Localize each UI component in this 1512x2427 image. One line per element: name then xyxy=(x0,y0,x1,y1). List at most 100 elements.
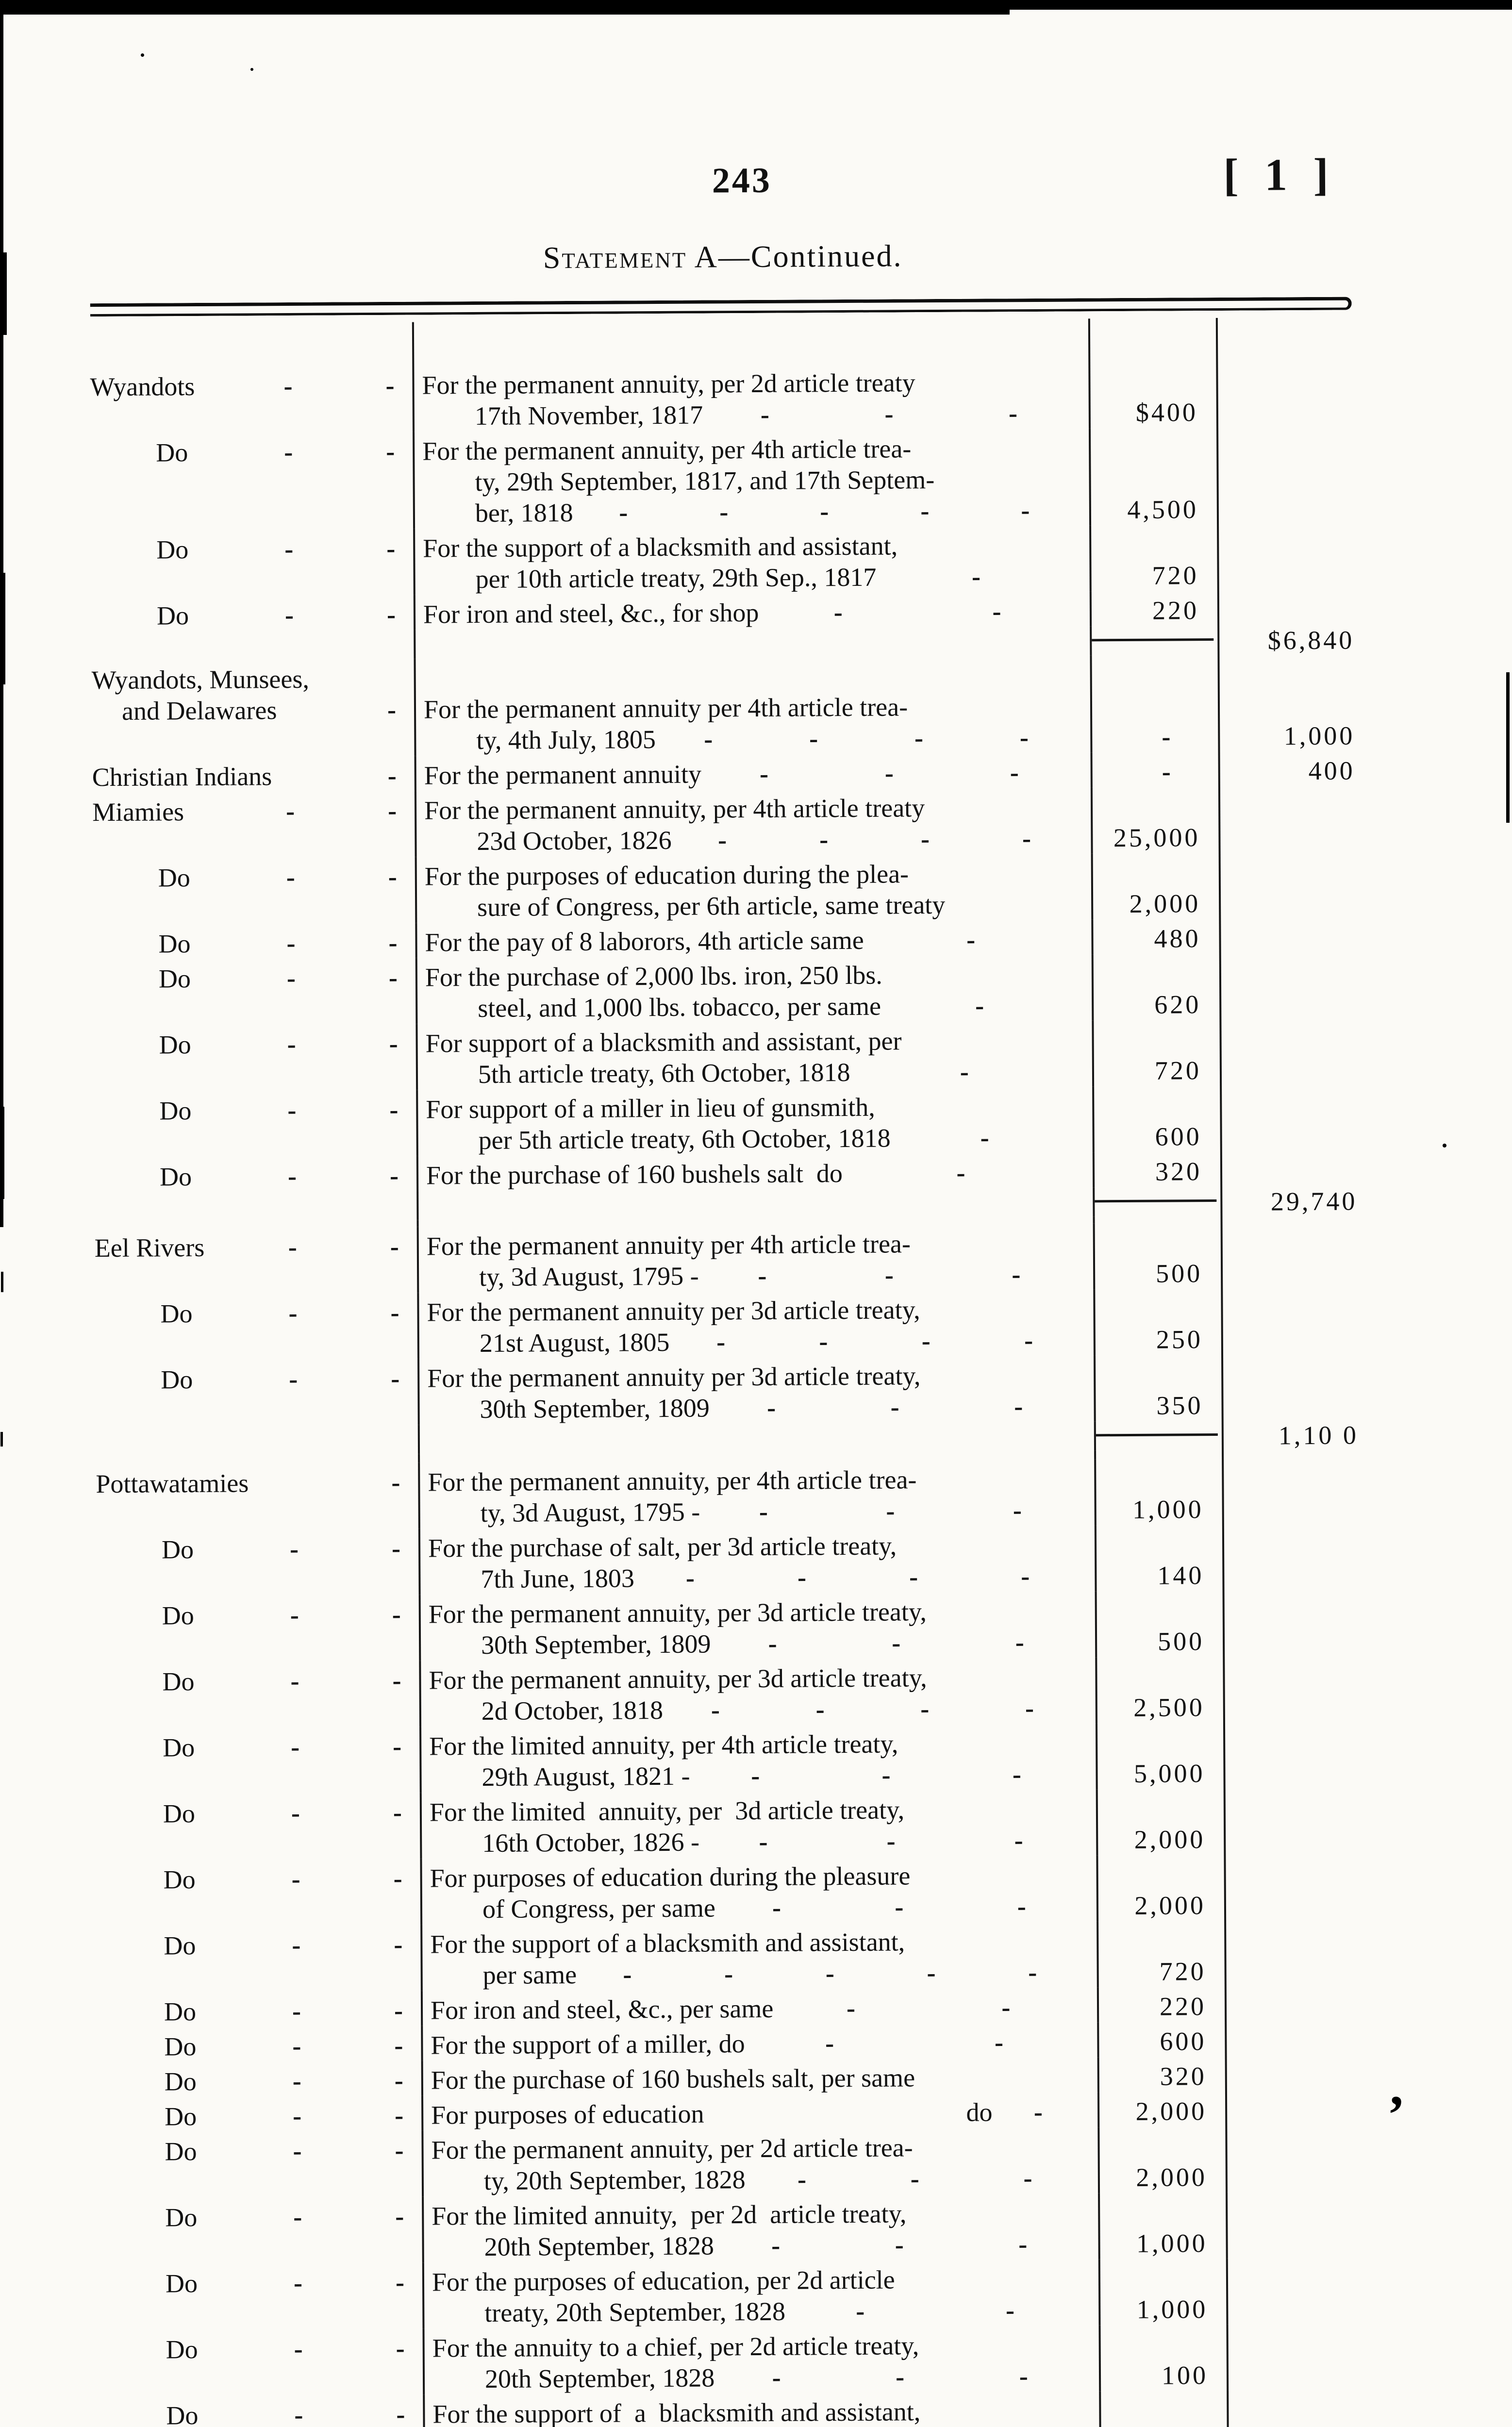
amount-cell: 620 xyxy=(1091,953,1222,1021)
leader-dash: - xyxy=(685,1563,695,1593)
entry-row: Do - - For the permanent annuity, per 4th a… xyxy=(90,427,1379,531)
leader-dash: - xyxy=(1010,758,1019,787)
amount-value xyxy=(1097,1727,1205,1758)
section-total-value xyxy=(1222,1089,1357,1121)
amount-cell: 350 xyxy=(1094,1354,1224,1422)
description-line: 17th November, 1817 - - - xyxy=(422,398,1075,432)
description-cell: For purposes of education during the ple… xyxy=(420,1855,1097,1925)
description-line: For the support of a blacksmith and assi… xyxy=(432,2395,1085,2427)
section-total-value xyxy=(1219,528,1354,560)
total-cell xyxy=(1221,1019,1382,1086)
entry-row: Do - - For iron and steel, &c., per same - -2… xyxy=(99,1986,1387,2028)
leader-dash: - xyxy=(920,824,930,854)
amount-value: 600 xyxy=(1155,1122,1202,1151)
section-total-value: 1,000 xyxy=(1283,721,1355,751)
section-total-value xyxy=(1223,1292,1358,1324)
name-cell: Do - - xyxy=(94,1156,416,1193)
tribe-name-line: Do - - xyxy=(93,927,415,960)
leader-dash: - xyxy=(797,1563,807,1592)
description-line: For purposes of education during the ple… xyxy=(430,1859,1082,1894)
leader-dash: - xyxy=(751,1761,760,1791)
tribe-name-line: Do - - xyxy=(99,2030,421,2062)
amount-value: 220 xyxy=(1152,596,1199,625)
name-cell: Do - - xyxy=(93,923,415,960)
amount-value: 480 xyxy=(1154,924,1201,953)
name-leader-dash: - xyxy=(387,796,397,825)
section-total-value xyxy=(1229,2425,1364,2427)
section-total-value xyxy=(1221,856,1356,888)
amount-cell: 600 xyxy=(1097,2021,1227,2058)
amount-value xyxy=(1091,529,1198,560)
amount-cell xyxy=(1094,1449,1224,1460)
entry-row: Do - - For the permanent annuity per 3d art… xyxy=(95,1354,1384,1427)
description-cell: For iron and steel, &c., per same - - xyxy=(420,1987,1097,2026)
section-total-value: 400 xyxy=(1308,756,1355,786)
total-cell xyxy=(1224,1458,1384,1525)
description-cell xyxy=(414,626,1090,659)
description-cell: For the permanent annuity, per 4th artic… xyxy=(414,787,1091,857)
leader-dash: - xyxy=(819,825,829,854)
total-amount: $6,840 xyxy=(1267,625,1355,655)
amount-cell xyxy=(1093,1215,1223,1224)
description-text: 20th September, 1828 xyxy=(484,2363,715,2394)
name-leader-dash: - xyxy=(287,1095,297,1125)
description-cell xyxy=(417,1421,1095,1454)
entry-row: Miamies - - For the permanent annuity, per … xyxy=(92,786,1381,859)
section-total-value xyxy=(1222,1155,1357,1187)
leader-dash: - xyxy=(1019,2361,1028,2391)
name-leader-dash: - xyxy=(391,1363,400,1393)
section-total-value xyxy=(1228,2227,1362,2258)
leader-dash: - xyxy=(886,1496,895,1526)
section-total-value xyxy=(1221,887,1356,919)
description-text: ty, 29th September, 1817, and 17th Septe… xyxy=(475,465,935,497)
section-total-value xyxy=(1223,1257,1358,1289)
leader-dash: - xyxy=(846,1993,856,2023)
name-cell: Do - - xyxy=(100,2263,423,2330)
section-total-value xyxy=(1223,1226,1358,1258)
leader-dash: - xyxy=(920,1694,930,1724)
description-cell: For the support of a blacksmith and assi… xyxy=(423,2391,1099,2427)
entry-row: Do - - For the purposes of education, per 2… xyxy=(100,2258,1389,2330)
description-text: ty, 3d August, 1795 - xyxy=(479,1261,699,1292)
section-total-value xyxy=(1222,1054,1357,1086)
tribe-name-line: Do - - xyxy=(97,1665,419,1697)
entry-row: Pottawatamies - For the permanent annuity,… xyxy=(96,1458,1384,1530)
total-cell xyxy=(1227,2126,1388,2193)
amount-cell: 2,000 xyxy=(1096,1854,1227,1922)
scan-artifact-speck xyxy=(250,68,253,71)
name-cell: Do - - xyxy=(95,1359,418,1427)
description-line: ty, 3d August, 1795 - - - - xyxy=(428,1495,1081,1529)
amount-value: 720 xyxy=(1154,1056,1202,1085)
name-leader-dash: - xyxy=(393,1863,402,1893)
total-amount: 29,740 xyxy=(1270,1186,1358,1216)
tribe-name-line: Do - - xyxy=(93,861,415,894)
tribe-name-line: Do - - xyxy=(100,2399,423,2427)
amount-cell: - xyxy=(1090,751,1220,788)
name-leader-dash: - xyxy=(393,1731,402,1761)
description-text: 21st August, 1805 xyxy=(479,1327,670,1358)
leader-dash: - xyxy=(1019,723,1029,752)
name-cell: Do - - xyxy=(91,529,414,597)
section-total-value xyxy=(1227,2060,1362,2091)
amount-value: 500 xyxy=(1157,1627,1205,1656)
amount-cell: 220 xyxy=(1089,590,1220,627)
description-text: For the purchase of 160 bushels salt do xyxy=(426,1159,843,1190)
description-text: For support of a blacksmith and assistan… xyxy=(425,1026,902,1058)
name-leader-dash: - xyxy=(386,599,396,629)
amount-value xyxy=(1095,1293,1202,1324)
section-total-value xyxy=(1226,1889,1361,1920)
description-text: For the limited annuity, per 2d article … xyxy=(432,2199,907,2231)
total-cell xyxy=(1228,2324,1389,2391)
statement-title-tail: A—Continued. xyxy=(687,238,903,274)
tribe-name-line: Miamies - - xyxy=(92,795,415,828)
name-leader-dash: - xyxy=(286,862,295,892)
description-line: For the permanent annuity - - - xyxy=(424,757,1077,791)
description-text: 2d October, 1818 xyxy=(481,1696,664,1726)
entry-row: Do - - For the support of a blacksmith and … xyxy=(91,524,1379,597)
name-cell: Do - - xyxy=(93,958,416,1026)
name-leader-dash: - xyxy=(387,761,397,790)
leader-dash: - xyxy=(1012,1760,1022,1789)
name-leader-dash: - xyxy=(292,1930,301,1960)
description-text: For iron and steel, &c., for shop xyxy=(423,598,759,629)
name-leader-dash: - xyxy=(291,1864,300,1894)
